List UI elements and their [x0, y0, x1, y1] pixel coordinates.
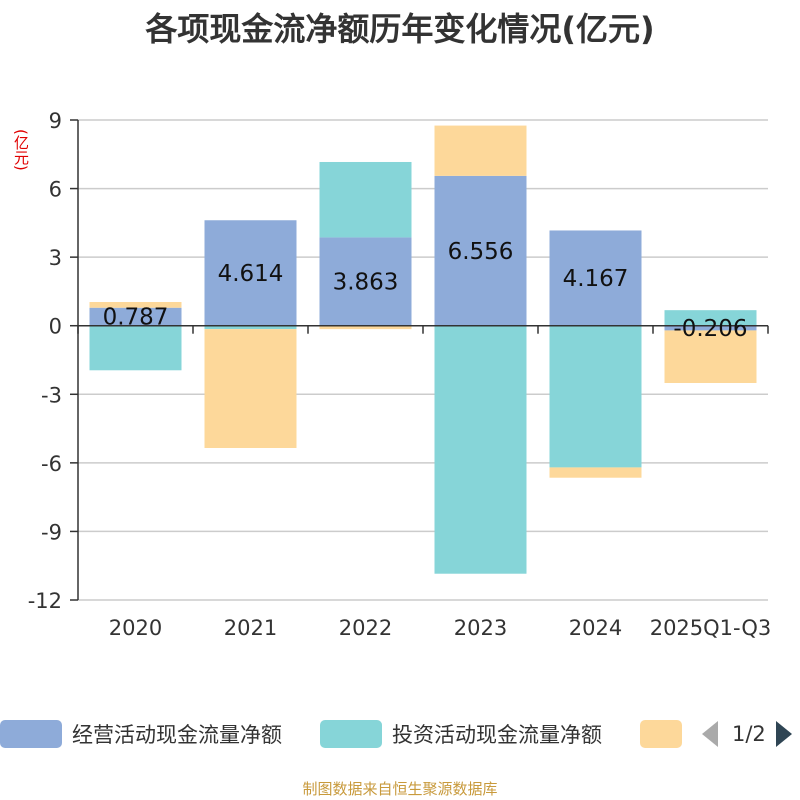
bar-series1-2021[interactable] [204, 325, 297, 330]
data-label-operating: -0.206 [673, 316, 747, 342]
y-tick-label: 9 [49, 109, 62, 133]
y-tick-label: 3 [49, 246, 62, 270]
y-axis-unit-label: (亿元) [12, 129, 30, 171]
legend-item-investing[interactable]: 投资活动现金流量净额 [320, 716, 602, 752]
chevron-left-icon[interactable] [702, 721, 718, 747]
legend-pager: 1/2 [700, 716, 800, 752]
legend-label-investing: 投资活动现金流量净额 [392, 723, 602, 747]
bars [89, 125, 757, 574]
data-label-operating: 4.614 [218, 261, 284, 287]
x-tick-label: 2022 [339, 616, 392, 640]
bar-series0-2024[interactable] [549, 230, 642, 326]
y-tick-label: -3 [41, 383, 62, 407]
x-tick-label: 2021 [224, 616, 277, 640]
data-label-operating: 6.556 [448, 239, 514, 265]
data-labels: 0.787 4.614 3.863 6.556 4.167 -0.206 [103, 239, 748, 342]
legend-swatch-financing [640, 720, 682, 748]
bar-series0-2023[interactable] [434, 175, 527, 326]
bar-series0-2025Q1-Q3[interactable] [664, 325, 757, 331]
grid-lines [78, 119, 768, 601]
bar-series2-2021[interactable] [204, 329, 297, 448]
y-tick-label: -12 [28, 589, 62, 613]
bar-series1-2020[interactable] [89, 325, 182, 371]
x-tick-label: 2023 [454, 616, 507, 640]
axes: 9 6 3 0 -3 -6 -9 -12 2020 2021 2022 2023 2024 2025Q1-… [28, 109, 772, 640]
legend-swatch-operating [0, 720, 62, 748]
legend-swatch-investing [320, 720, 382, 748]
source-note: 制图数据来自恒生聚源数据库 [302, 780, 498, 798]
legend-label-operating: 经营活动现金流量净额 [72, 723, 282, 747]
x-tick-label: 2025Q1-Q3 [650, 616, 772, 640]
y-tick-label: -6 [41, 452, 62, 476]
legend-item-operating[interactable]: 经营活动现金流量净额 [0, 716, 282, 752]
chart-plot: 9 6 3 0 -3 -6 -9 -12 2020 2021 2022 2023 2024 2025Q1-… [28, 109, 772, 640]
legend-page-indicator: 1/2 [732, 722, 766, 746]
bar-series0-2020[interactable] [89, 307, 182, 326]
bar-series1-2023[interactable] [434, 325, 527, 574]
data-label-operating: 0.787 [103, 305, 169, 331]
bar-series2-2024[interactable] [549, 467, 642, 478]
bar-series2-2022[interactable] [319, 325, 412, 330]
bar-series2-2023[interactable] [434, 125, 527, 176]
chart-title: 各项现金流净额历年变化情况(亿元) [145, 10, 655, 48]
bar-series0-2022[interactable] [319, 237, 412, 326]
bar-series1-2024[interactable] [549, 325, 642, 468]
chevron-right-icon[interactable] [775, 721, 792, 747]
bar-series1-2022[interactable] [319, 161, 412, 238]
data-label-operating: 3.863 [333, 270, 399, 296]
bar-series0-2021[interactable] [204, 220, 297, 326]
y-tick-label: 6 [49, 178, 62, 202]
x-tick-label: 2024 [569, 616, 622, 640]
data-label-operating: 4.167 [563, 266, 629, 292]
y-tick-label: 0 [49, 315, 62, 339]
legend: 经营活动现金流量净额 投资活动现金流量净额 1/2 [0, 716, 800, 752]
bar-series2-2020[interactable] [89, 302, 182, 308]
x-tick-label: 2020 [109, 616, 162, 640]
bar-series1-2025Q1-Q3[interactable] [664, 310, 757, 326]
y-tick-label: -9 [41, 520, 62, 544]
legend-item-financing[interactable] [640, 716, 682, 752]
bar-series2-2025Q1-Q3[interactable] [664, 330, 757, 383]
